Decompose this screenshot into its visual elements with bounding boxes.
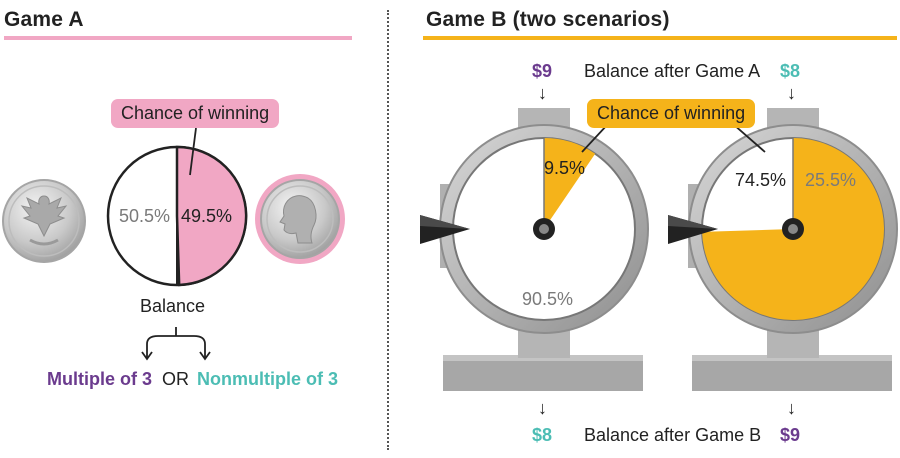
left-wheel-lose-pct: 90.5% (522, 289, 574, 309)
left-wheel-down-arrow-bottom: ↓ (538, 398, 547, 418)
right-wheel-lose-pct: 25.5% (805, 170, 857, 190)
game-a-rule (4, 36, 352, 40)
left-wheel-top-stand (518, 108, 570, 130)
balance-label: Balance (140, 296, 206, 316)
game-a-win-pct: 49.5% (181, 206, 233, 226)
nonmultiple-of-3-label: Nonmultiple of 3 (197, 369, 338, 389)
game-a-chance-label: Chance of winning (111, 99, 280, 128)
left-wheel-win-pct: 9.5% (544, 158, 586, 178)
game-b-left-wheel (420, 108, 649, 391)
washington-coin-icon (255, 174, 345, 264)
game-b-chance-leader-left (581, 123, 609, 153)
right-wheel-down-arrow-top: ↓ (787, 83, 796, 103)
game-a-win-slice (175, 145, 248, 287)
balance-brace (141, 327, 211, 361)
left-wheel-balance-before: $9 (532, 61, 553, 81)
section-divider (387, 10, 389, 450)
game-b-chance-label: Chance of winning (587, 99, 756, 128)
right-wheel-down-arrow-bottom: ↓ (787, 398, 796, 418)
multiple-of-3-label: Multiple of 3 (47, 369, 152, 389)
game-a-title: Game A (4, 8, 84, 31)
right-wheel-balance-before: $8 (780, 61, 801, 81)
balance-after-game-b-label: Balance after Game B (584, 425, 762, 445)
game-b-chance-leader-right (732, 123, 766, 153)
or-label: OR (162, 369, 189, 389)
game-b-title: Game B (two scenarios) (426, 8, 670, 31)
game-b-rule (423, 36, 897, 40)
right-wheel-balance-after: $9 (780, 425, 801, 445)
left-wheel-down-arrow-top: ↓ (538, 83, 547, 103)
right-wheel-win-pct: 74.5% (735, 170, 787, 190)
game-a-lose-pct: 50.5% (119, 206, 171, 226)
eagle-coin-icon (2, 179, 86, 263)
balance-after-game-a-label: Balance after Game A (584, 61, 761, 81)
left-wheel-balance-after: $8 (532, 425, 553, 445)
left-wheel-win-slice (544, 138, 596, 229)
game-a-pie (106, 127, 248, 287)
game-b-right-wheel (668, 108, 898, 391)
right-wheel-top-stand (767, 108, 819, 130)
game-a-chance-leader (189, 127, 197, 176)
